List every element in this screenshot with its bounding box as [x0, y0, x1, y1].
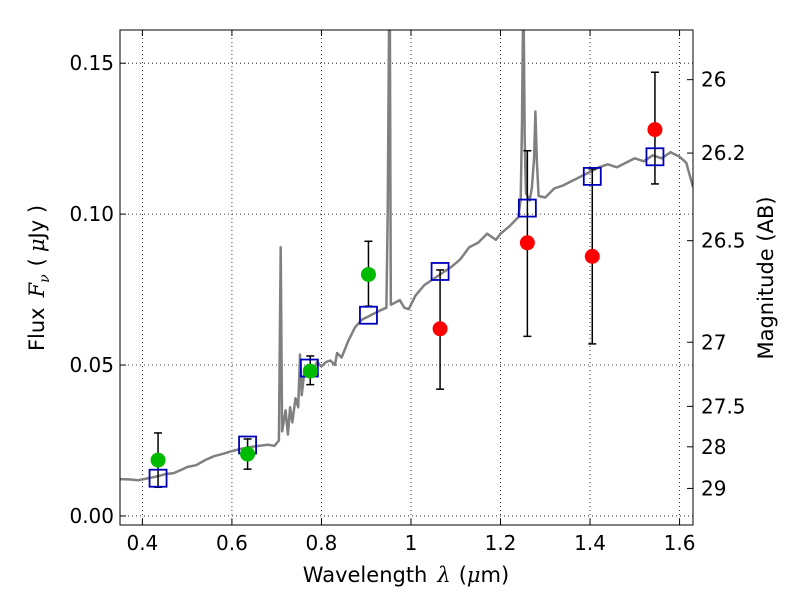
observed-flux-point: [150, 452, 166, 468]
observed-flux-point: [360, 266, 376, 282]
x-tick-label: 1.6: [664, 531, 696, 555]
x-tick-label: 1.4: [574, 531, 606, 555]
model-spectrum-line: [120, 30, 693, 482]
grid-lines: [120, 30, 693, 525]
x-tick-label: 1: [405, 531, 418, 555]
model-photometry-square: [359, 305, 378, 325]
model-photometry-square: [430, 262, 450, 281]
magnitude-axis-label: Magnitude (AB): [754, 196, 778, 359]
y-tick-label: 0.05: [69, 353, 114, 377]
y-tick-label: 0.00: [69, 504, 114, 528]
magnitude-tick-label: 26: [701, 68, 726, 92]
magnitude-tick-label: 26.2: [701, 141, 746, 165]
model-photometry-square: [517, 198, 537, 218]
plot-area: [120, 30, 693, 489]
plot-frame: [119, 29, 694, 526]
x-tick-label: 1.2: [485, 531, 517, 555]
model-photometry-square: [148, 468, 168, 488]
magnitude-tick-label: 26.5: [701, 229, 746, 253]
magnitude-tick-label: 27: [701, 330, 726, 354]
observed-flux-point: [584, 248, 600, 264]
y-tick-label: 0.15: [69, 51, 114, 75]
axis-ticks: 0.4 0.6 0.8 1 1.2 1.4 1.6 0.00 0.05 0.10 0.15 26 26.…: [69, 30, 746, 555]
observed-flux-point: [302, 363, 318, 379]
x-tick-label: 0.4: [126, 531, 158, 555]
y-axis-label: FluxFν(μJy ): [25, 205, 53, 351]
observed-flux-point: [432, 321, 448, 337]
x-tick-label: 0.6: [216, 531, 248, 555]
y-tick-label: 0.10: [69, 202, 114, 226]
magnitude-tick-label: 28: [701, 435, 726, 459]
magnitude-tick-label: 29: [701, 476, 726, 500]
observed-flux-point: [519, 235, 535, 251]
x-tick-label: 0.8: [306, 531, 338, 555]
observed-flux-point: [240, 446, 256, 462]
magnitude-tick-label: 27.5: [701, 394, 746, 418]
model-photometry-square: [582, 166, 602, 186]
model-photometry-square: [645, 147, 665, 167]
observed-flux-point: [647, 122, 663, 138]
x-axis-label: Wavelength λ (μm): [303, 563, 509, 587]
